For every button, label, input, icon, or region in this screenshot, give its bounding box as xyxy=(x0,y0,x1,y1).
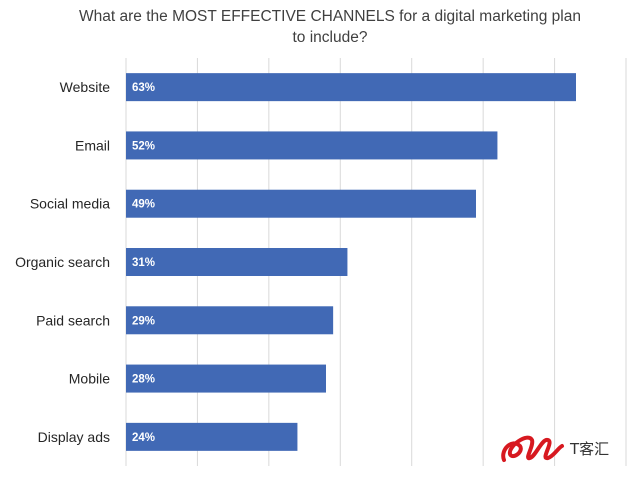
data-label: 52% xyxy=(132,140,155,152)
bar-social-media xyxy=(126,189,476,218)
data-label: 31% xyxy=(132,257,155,269)
category-label: Email xyxy=(75,137,110,153)
chart-title-line-1: What are the MOST EFFECTIVE CHANNELS for… xyxy=(79,8,581,25)
bar-display-ads xyxy=(126,422,298,451)
watermark-text: T客汇 xyxy=(569,440,609,458)
watermark-logo: T客汇 xyxy=(501,435,609,462)
bars: 63% 52% 49% 31% 29% 28% 24% xyxy=(126,73,576,451)
data-label: 49% xyxy=(132,199,155,211)
watermark-swash-icon xyxy=(501,435,564,462)
grid-lines xyxy=(125,58,627,466)
bar-email xyxy=(126,131,498,160)
bar-paid-search xyxy=(126,306,334,335)
category-label: Display ads xyxy=(38,429,110,445)
data-label: 28% xyxy=(132,374,155,386)
bar-website xyxy=(126,73,576,102)
category-label: Website xyxy=(60,79,111,95)
category-labels: Website Email Social media Organic search Pa… xyxy=(15,79,110,445)
data-label: 24% xyxy=(132,432,155,444)
chart-title: What are the MOST EFFECTIVE CHANNELS for… xyxy=(40,6,620,48)
category-label: Social media xyxy=(30,196,110,212)
category-label: Mobile xyxy=(69,371,110,387)
category-label: Organic search xyxy=(15,254,110,270)
category-label: Paid search xyxy=(36,312,110,328)
data-label: 29% xyxy=(132,315,155,327)
bar-organic-search xyxy=(126,248,348,276)
bar-mobile xyxy=(126,364,326,393)
chart-title-line-2: to include? xyxy=(292,29,368,46)
data-label: 63% xyxy=(132,82,155,94)
